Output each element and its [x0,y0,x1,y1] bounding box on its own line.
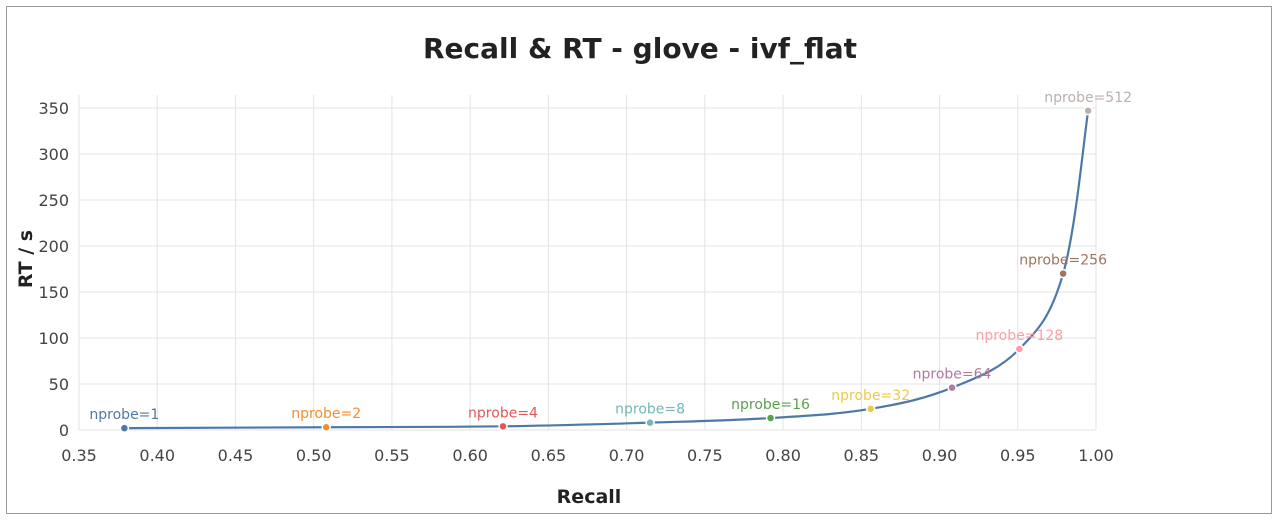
x-axis-ticks: 0.35 0.40 0.45 0.50 0.55 0.60 0.65 0.70 0.75 0.80… [61,446,1114,465]
data-point [1058,268,1068,279]
y-axis-ticks: 0 50 100 150 200 250 300 350 [38,99,69,440]
x-tick-label: 1.00 [1078,446,1114,465]
y-axis-label: RT / s [15,230,37,288]
y-tick-label: 0 [59,421,69,440]
data-label: nprobe=128 [975,328,1063,344]
y-tick-label: 150 [38,283,69,302]
data-label: nprobe=64 [913,367,992,383]
x-tick-label: 0.35 [61,446,97,465]
y-tick-label: 350 [38,99,69,118]
x-tick-label: 0.55 [374,446,410,465]
y-tick-label: 200 [38,237,69,256]
x-axis-label: Recall [557,486,622,508]
y-grid [79,107,1096,431]
y-tick-label: 50 [49,375,69,394]
y-tick-label: 250 [38,191,69,210]
x-tick-label: 0.60 [452,446,488,465]
x-tick-label: 0.85 [843,446,879,465]
data-label: nprobe=32 [831,388,910,404]
data-label: nprobe=4 [468,405,538,421]
data-point [498,421,508,432]
data-label: nprobe=16 [731,397,810,413]
data-label: nprobe=512 [1044,90,1132,106]
x-tick-label: 0.70 [609,446,645,465]
data-point [1014,344,1025,354]
y-tick-label: 300 [38,145,69,164]
chart-frame [6,6,1272,514]
x-tick-label: 0.80 [765,446,801,465]
data-point [645,417,655,428]
x-tick-label: 0.95 [1000,446,1036,465]
x-tick-label: 0.45 [218,446,254,465]
x-tick-label: 0.90 [922,446,958,465]
data-label: nprobe=2 [291,406,361,422]
data-label: nprobe=1 [89,407,159,423]
data-point [119,423,130,433]
data-point [1083,106,1093,116]
data-labels: nprobe=1 nprobe=2 nprobe=4 nprobe=8 nprobe=1… [89,90,1132,423]
data-points [119,106,1093,433]
x-grid [78,95,1097,430]
data-label: nprobe=8 [615,402,685,418]
chart-title: Recall & RT - glove - ivf_flat [423,32,857,65]
data-point [947,382,957,393]
data-point [765,413,776,423]
data-point [321,422,331,432]
data-label: nprobe=256 [1019,253,1107,269]
y-tick-label: 100 [38,329,69,348]
x-tick-label: 0.65 [531,446,567,465]
data-point [865,404,876,414]
x-tick-label: 0.40 [139,446,175,465]
x-tick-label: 0.75 [687,446,723,465]
x-tick-label: 0.50 [296,446,332,465]
